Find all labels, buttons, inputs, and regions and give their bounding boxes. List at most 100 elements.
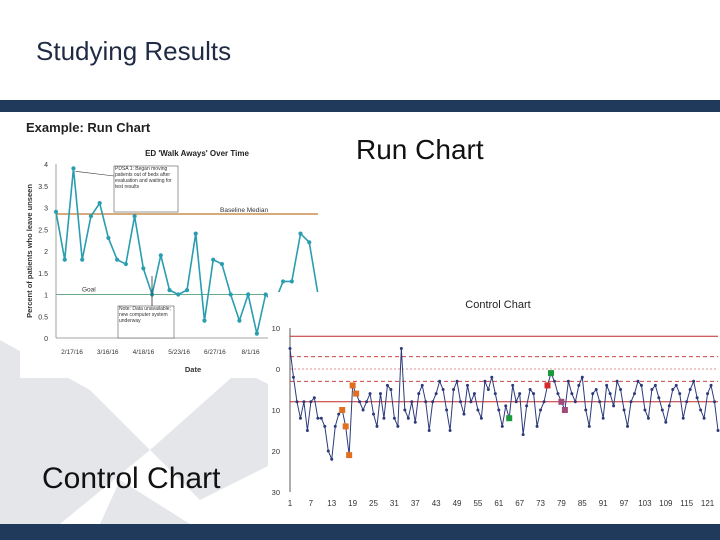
- header-bar: [0, 100, 720, 112]
- run-data-point: [115, 257, 120, 262]
- control-data-point: [309, 400, 313, 404]
- control-x-tick-label: 1: [288, 499, 293, 508]
- control-data-point: [608, 392, 612, 396]
- control-data-point: [570, 392, 574, 396]
- control-data-point: [455, 379, 459, 383]
- control-data-point: [403, 408, 407, 412]
- run-annotation-2: Note: Data unavailable; new computer sys…: [119, 306, 171, 324]
- run-x-tick-label: 3/16/16: [97, 349, 119, 356]
- run-annotation-1-text: PDSA 1: Began moving patients out of bed…: [115, 166, 172, 190]
- control-data-point: [302, 400, 306, 404]
- run-x-axis-label: Date: [185, 365, 201, 374]
- run-data-point: [97, 201, 102, 206]
- control-data-point: [392, 416, 396, 420]
- control-data-point: [469, 400, 473, 404]
- run-y-axis-label: Percent of patients who leave unseen: [25, 184, 34, 318]
- run-data-point: [263, 292, 268, 297]
- run-chart-heading: Example: Run Chart: [26, 120, 151, 135]
- control-signal-marker: [349, 382, 356, 389]
- run-chart-panel: Example: Run Chart ED 'Walk Aways' Over …: [20, 116, 338, 378]
- control-data-point: [372, 412, 376, 416]
- run-data-point: [62, 257, 67, 262]
- control-data-point: [500, 424, 504, 428]
- control-data-point: [382, 416, 386, 420]
- control-data-point: [410, 400, 414, 404]
- control-x-tick-label: 97: [620, 499, 629, 508]
- run-data-point: [80, 257, 85, 262]
- background-x-mark: [0, 340, 300, 524]
- control-data-point: [706, 392, 710, 396]
- run-median-label: Baseline Median: [220, 207, 268, 214]
- control-data-point: [584, 408, 588, 412]
- control-data-point: [699, 408, 703, 412]
- control-data-point: [532, 392, 536, 396]
- run-annotation-box: [113, 165, 179, 213]
- control-x-tick-label: 13: [327, 499, 336, 508]
- control-x-tick-label: 67: [515, 499, 524, 508]
- control-data-point: [417, 392, 421, 396]
- control-data-point: [504, 404, 508, 408]
- control-data-point: [605, 383, 609, 387]
- control-data-point: [695, 396, 699, 400]
- run-y-tick-label: 0.5: [38, 314, 48, 321]
- run-data-point: [193, 231, 198, 236]
- run-data-point: [254, 331, 259, 336]
- control-data-point: [448, 429, 452, 432]
- run-x-tick-label: 8/1/16: [242, 349, 260, 356]
- control-data-point: [539, 408, 543, 412]
- control-data-point: [298, 416, 302, 420]
- control-data-point: [420, 383, 424, 387]
- control-data-point: [716, 429, 720, 432]
- control-x-tick-label: 55: [473, 499, 482, 508]
- run-data-point: [237, 318, 242, 323]
- control-data-point: [552, 379, 556, 383]
- control-signal-marker: [353, 390, 360, 397]
- run-y-tick-label: 2.5: [38, 227, 48, 234]
- control-data-point: [678, 392, 682, 396]
- run-y-tick-label: 0: [44, 336, 48, 343]
- run-data-point: [184, 288, 190, 293]
- control-data-point: [580, 375, 584, 379]
- control-x-tick-label: 85: [578, 499, 587, 508]
- control-y-tick-label: 10: [272, 324, 280, 333]
- control-data-point: [521, 433, 525, 437]
- control-data-point: [646, 416, 650, 420]
- control-signal-marker: [544, 382, 551, 389]
- control-data-point: [702, 416, 706, 420]
- control-data-point: [490, 375, 494, 379]
- run-data-point: [71, 166, 76, 171]
- control-data-point: [629, 400, 633, 404]
- run-y-tick-label: 3: [44, 206, 48, 213]
- control-data-point: [479, 416, 483, 420]
- control-data-point: [667, 404, 671, 408]
- control-data-point: [452, 388, 456, 391]
- control-data-point: [685, 400, 689, 404]
- control-x-tick-label: 49: [453, 499, 462, 508]
- run-chart: ED 'Walk Aways' Over Time 0 0.5 1 1.5 2 2.5 3 3.…: [25, 149, 335, 374]
- control-data-point: [323, 424, 327, 428]
- control-data-point: [688, 388, 692, 391]
- control-data-point: [399, 347, 403, 350]
- control-data-point: [483, 379, 487, 383]
- run-data-point: [289, 279, 294, 284]
- run-data-point: [167, 288, 172, 293]
- control-data-point: [622, 408, 626, 412]
- run-data-point: [228, 292, 233, 297]
- control-y-tick-label: 30: [272, 488, 280, 497]
- control-x-tick-label: 37: [411, 499, 420, 508]
- control-signal-marker: [547, 370, 554, 377]
- control-data-point: [368, 392, 372, 396]
- run-data-point: [307, 240, 312, 245]
- control-data-point: [445, 408, 449, 412]
- control-data-point: [615, 379, 619, 383]
- control-signal-marker: [346, 452, 353, 459]
- control-data-point: [326, 449, 330, 453]
- control-data-point: [525, 404, 529, 408]
- run-annotation-2-text: Note: Data unavailable; new computer sys…: [119, 306, 171, 324]
- control-data-point: [664, 420, 668, 424]
- control-signal-marker: [339, 407, 346, 413]
- control-chart: Control Chart 10 0 10 20 30 1 7 13 19 25 31 37 43 49 55…: [272, 299, 720, 508]
- control-data-point: [594, 388, 598, 391]
- control-data-point: [650, 388, 654, 391]
- control-signal-marker: [342, 423, 349, 430]
